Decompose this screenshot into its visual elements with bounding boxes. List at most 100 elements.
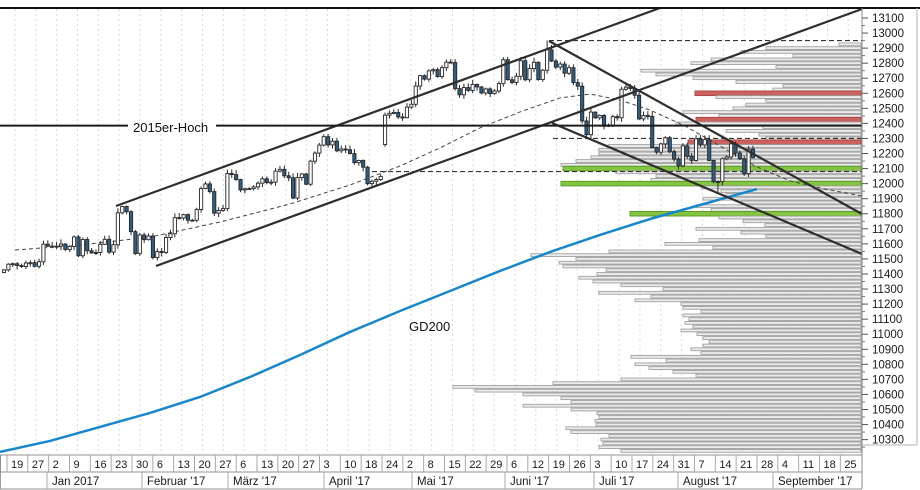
volume-bar: [690, 347, 862, 352]
candle-up: [225, 173, 230, 210]
week-tick-label: 10: [615, 459, 627, 471]
volume-bar: [732, 106, 862, 111]
week-tick-label: 18: [823, 459, 835, 471]
candle-down: [650, 115, 655, 148]
resistance-label: 2015er-Hoch: [133, 120, 208, 135]
volume-bar: [765, 234, 862, 239]
y-tick-label: 11000: [872, 329, 903, 341]
candle-down: [142, 234, 147, 241]
candle-down: [133, 231, 138, 255]
axes: 13100 13000 12900 12800 12700 12600 12500 12400…: [0, 7, 920, 490]
volume-bar: [710, 208, 862, 212]
candle-up: [190, 219, 195, 222]
candle-down: [466, 87, 471, 91]
volume-bar: [452, 385, 862, 389]
volume-bar: [688, 317, 862, 321]
week-tick-label: 20: [282, 459, 294, 471]
candle-down: [238, 179, 243, 191]
volume-bar: [695, 204, 862, 209]
week-tick-label: 27: [303, 459, 315, 471]
candle-down: [457, 88, 462, 96]
gd200-label: GD200: [409, 319, 450, 334]
y-tick-label: 12100: [872, 164, 904, 176]
week-tick-label: 30: [136, 459, 148, 471]
candle-up: [1, 269, 7, 273]
candle-down: [229, 173, 234, 176]
candle-up: [41, 243, 46, 263]
y-tick-label: 12300: [872, 133, 904, 145]
candlesticks: [1, 40, 756, 274]
volume-bar: [522, 392, 862, 397]
candle-down: [212, 191, 217, 214]
volume-bar: [615, 170, 862, 175]
week-tick-label: 11: [803, 459, 814, 471]
candle-down: [185, 214, 191, 221]
candle-down: [422, 75, 427, 80]
dashed-levels: [372, 39, 862, 173]
candle-up: [378, 175, 383, 181]
y-tick-label: 12800: [872, 58, 904, 70]
support-zone-bar: [560, 180, 862, 187]
candle-up: [199, 188, 204, 210]
y-tick-label: 11600: [872, 239, 903, 251]
candle-up: [181, 214, 186, 219]
week-tick-label: 3: [594, 459, 600, 471]
candle-up: [255, 182, 261, 188]
volume-bar: [745, 102, 862, 107]
volume-bar: [742, 219, 862, 224]
y-tick-label: 12900: [872, 43, 904, 55]
y-tick-label: 12200: [872, 149, 904, 161]
candle-down: [510, 79, 515, 83]
volume-bar: [792, 53, 862, 58]
week-tick-label: 27: [219, 459, 231, 471]
volume-bar: [578, 275, 862, 280]
volume-bar: [765, 98, 862, 103]
volume-bar: [474, 388, 862, 393]
week-tick-label: 6: [157, 459, 163, 471]
candle-up: [6, 263, 11, 271]
candle-up: [146, 235, 151, 241]
week-tick-label: 25: [844, 459, 856, 471]
candle-down: [689, 155, 694, 161]
volume-bar: [740, 50, 862, 54]
week-tick-label: 31: [678, 459, 690, 471]
candle-up: [431, 69, 436, 72]
volume-bar: [595, 422, 862, 427]
candle-down: [89, 250, 94, 254]
falling-line-upper: [548, 40, 863, 215]
week-tick-label: 15: [448, 459, 460, 471]
resistance-zone-bar: [694, 90, 862, 97]
week-tick-label: 12: [532, 459, 544, 471]
candle-up: [36, 261, 42, 267]
month-label: Juni '17: [510, 476, 549, 488]
candle-down: [580, 85, 585, 122]
candle-down: [536, 61, 541, 81]
candle-up: [54, 245, 59, 248]
volume-bar: [725, 129, 862, 133]
volume-bar: [695, 226, 862, 231]
week-tick-label: 2: [407, 459, 413, 471]
volume-bar: [772, 87, 862, 92]
candle-up: [67, 245, 72, 250]
candle-up: [597, 114, 602, 119]
week-tick-label: 26: [573, 459, 585, 471]
volume-bar: [712, 245, 862, 250]
volume-bar: [720, 189, 862, 194]
week-tick-label: 24: [386, 459, 398, 471]
candle-up: [115, 212, 120, 246]
volume-bar: [675, 121, 862, 126]
month-label: März '17: [233, 476, 277, 488]
week-tick-label: 18: [365, 459, 377, 471]
candle-up: [658, 143, 664, 153]
month-label: Februar '17: [147, 476, 205, 488]
week-tick-label: 10: [344, 459, 356, 471]
volume-bar: [662, 287, 862, 291]
candle-up: [724, 156, 729, 160]
candle-up: [374, 179, 379, 182]
y-tick-label: 11900: [872, 194, 903, 206]
candle-down: [234, 174, 239, 181]
candle-up: [540, 69, 545, 81]
volume-bar: [718, 114, 862, 118]
